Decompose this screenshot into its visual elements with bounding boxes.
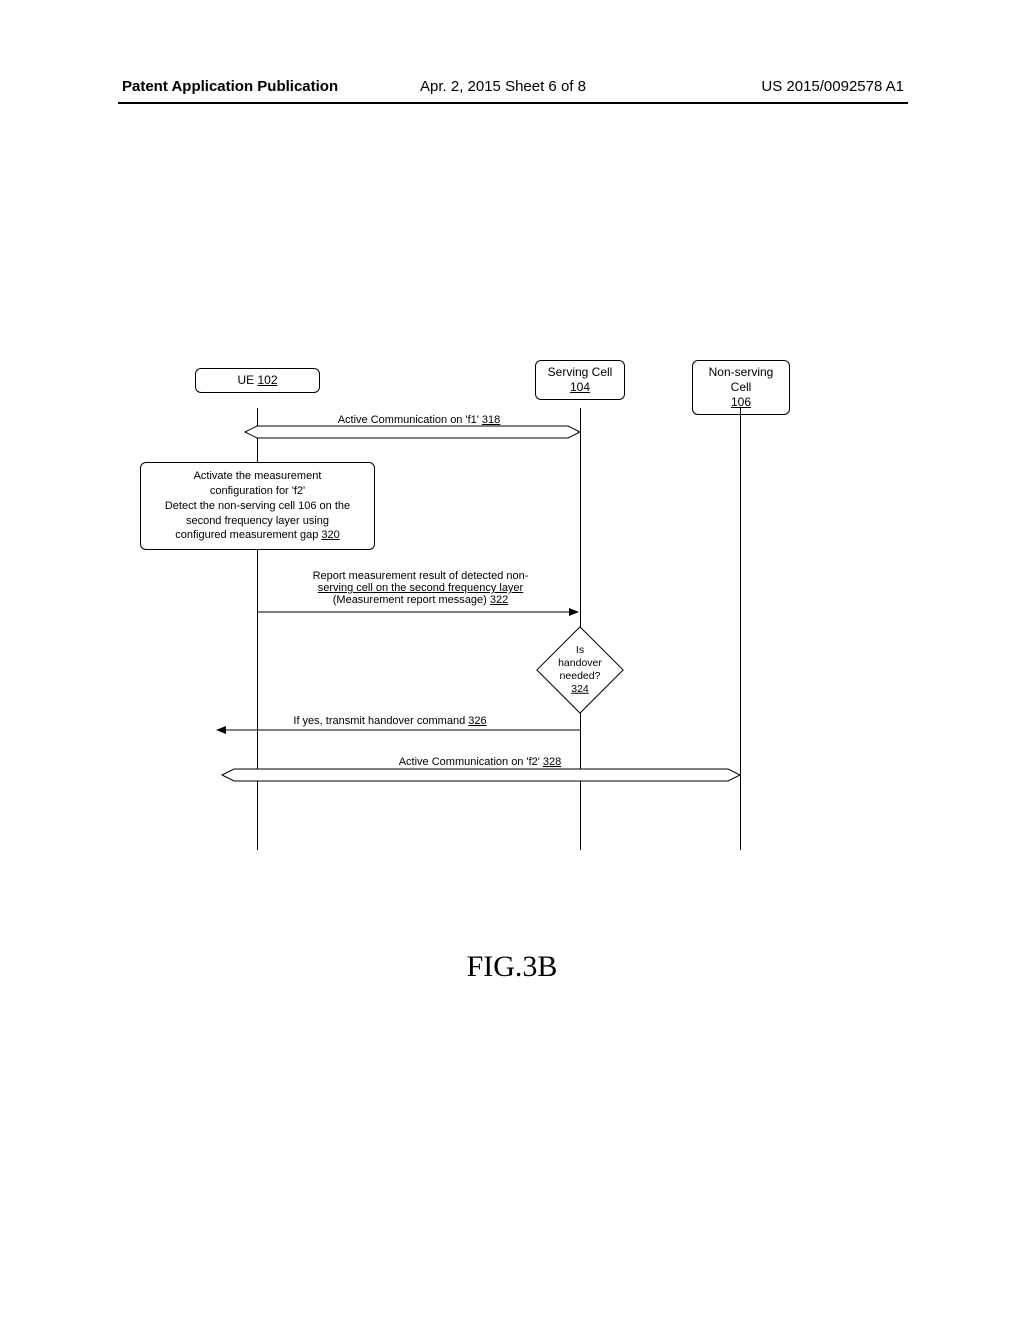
label-active-f1: Active Communication on 'f1' 318 xyxy=(300,414,538,426)
label-report-ref: 322 xyxy=(490,594,508,606)
participant-nsrv-ref: 106 xyxy=(731,395,751,409)
actbox-line1: Activate the measurement xyxy=(194,470,322,482)
label-handover-ref: 326 xyxy=(468,715,486,727)
participant-srv-ref: 104 xyxy=(570,380,590,394)
decision-line1: Is xyxy=(576,644,584,656)
participant-serving-cell: Serving Cell 104 xyxy=(535,360,625,400)
decision-ref: 324 xyxy=(571,683,589,695)
figure-caption: FIG.3B xyxy=(0,950,1024,984)
label-report-measurement: Report measurement result of detected no… xyxy=(278,570,563,606)
handover-decision: Is handover needed? 324 xyxy=(536,626,624,714)
label-handover-text: If yes, transmit handover command xyxy=(293,715,465,727)
decision-line2: handover xyxy=(558,657,602,669)
label-active-f2-ref: 328 xyxy=(543,756,561,768)
actbox-line2: configuration for 'f2' xyxy=(210,485,305,497)
header-center: Apr. 2, 2015 Sheet 6 of 8 xyxy=(420,78,586,95)
label-active-f1-text: Active Communication on 'f1' xyxy=(338,414,479,426)
participant-nsrv-label: Non-serving Cell xyxy=(709,365,774,394)
actbox-ref: 320 xyxy=(321,529,339,541)
participant-ue: UE 102 xyxy=(195,368,320,393)
label-report-line2: serving cell on the second frequency lay… xyxy=(318,582,523,594)
label-report-line3: (Measurement report message) xyxy=(333,594,487,606)
actbox-line3: Detect the non-serving cell 106 on the xyxy=(165,500,350,512)
sequence-diagram: UE 102 Serving Cell 104 Non-serving Cell… xyxy=(180,360,860,850)
header-rule xyxy=(118,102,908,104)
measurement-activation-box: Activate the measurement configuration f… xyxy=(140,462,375,550)
participant-ue-label: UE xyxy=(237,373,254,387)
label-handover-command: If yes, transmit handover command 326 xyxy=(260,715,520,727)
participant-nonserving-cell: Non-serving Cell 106 xyxy=(692,360,790,415)
page: Patent Application Publication Apr. 2, 2… xyxy=(0,0,1024,1320)
label-report-line1: Report measurement result of detected no… xyxy=(313,570,529,582)
diamond-text: Is handover needed? 324 xyxy=(540,644,620,697)
label-active-f2-text: Active Communication on 'f2' xyxy=(399,756,540,768)
arrow-active-f1 xyxy=(245,426,580,438)
header-right: US 2015/0092578 A1 xyxy=(761,78,904,95)
label-active-f1-ref: 318 xyxy=(482,414,500,426)
arrow-active-f2 xyxy=(222,769,740,781)
actbox-line4: second frequency layer using xyxy=(186,515,329,527)
header-left: Patent Application Publication xyxy=(122,78,338,95)
lifeline-nsrv xyxy=(740,408,741,850)
page-header: Patent Application Publication Apr. 2, 2… xyxy=(0,78,1024,104)
participant-ue-ref: 102 xyxy=(257,373,277,387)
decision-line3: needed? xyxy=(560,670,601,682)
actbox-line5: configured measurement gap xyxy=(175,529,318,541)
participant-srv-label: Serving Cell xyxy=(548,365,613,379)
label-active-f2: Active Communication on 'f2' 328 xyxy=(360,756,600,768)
